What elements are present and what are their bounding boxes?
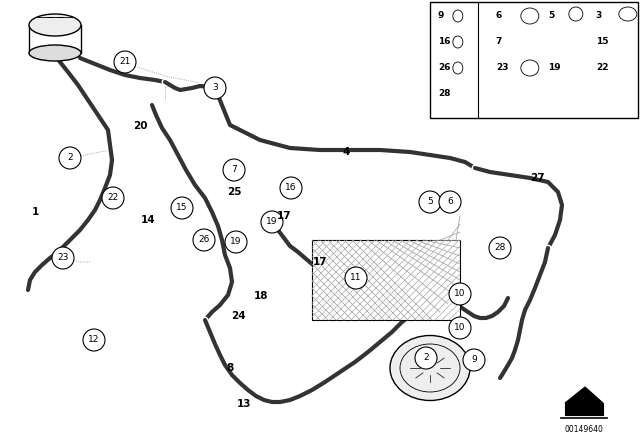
Polygon shape xyxy=(565,387,603,403)
Polygon shape xyxy=(565,403,603,415)
Text: 25: 25 xyxy=(227,187,241,197)
Text: 27: 27 xyxy=(530,173,544,183)
Text: 22: 22 xyxy=(108,194,118,202)
Text: 3: 3 xyxy=(212,83,218,92)
Text: 19: 19 xyxy=(548,64,561,73)
Text: 20: 20 xyxy=(132,121,147,131)
Text: 2: 2 xyxy=(423,353,429,362)
Circle shape xyxy=(59,147,81,169)
Circle shape xyxy=(171,197,193,219)
Circle shape xyxy=(439,191,461,213)
Text: 11: 11 xyxy=(350,273,362,283)
Text: 26: 26 xyxy=(438,64,451,73)
Text: 19: 19 xyxy=(230,237,242,246)
Text: 17: 17 xyxy=(276,211,291,221)
Circle shape xyxy=(463,349,485,371)
Text: 28: 28 xyxy=(438,90,451,99)
Ellipse shape xyxy=(29,45,81,61)
Text: 10: 10 xyxy=(454,289,466,298)
Circle shape xyxy=(449,317,471,339)
Text: 1: 1 xyxy=(31,207,38,217)
Text: 00149640: 00149640 xyxy=(564,425,604,434)
Text: 21: 21 xyxy=(119,57,131,66)
Text: 23: 23 xyxy=(58,254,68,263)
Text: 6: 6 xyxy=(447,198,453,207)
Circle shape xyxy=(52,247,74,269)
Text: 16: 16 xyxy=(285,184,297,193)
Circle shape xyxy=(223,159,245,181)
Circle shape xyxy=(489,237,511,259)
Text: 24: 24 xyxy=(230,311,245,321)
Ellipse shape xyxy=(29,14,81,36)
Text: 13: 13 xyxy=(237,399,252,409)
Text: 5: 5 xyxy=(548,12,554,21)
Text: 7: 7 xyxy=(496,38,502,47)
Circle shape xyxy=(102,187,124,209)
Text: 5: 5 xyxy=(427,198,433,207)
Circle shape xyxy=(449,283,471,305)
Text: 12: 12 xyxy=(88,336,100,345)
Circle shape xyxy=(114,51,136,73)
Text: 9: 9 xyxy=(438,12,444,21)
Bar xyxy=(430,2,638,118)
Text: 8: 8 xyxy=(227,363,234,373)
Text: 3: 3 xyxy=(596,12,602,21)
Text: 16: 16 xyxy=(438,38,451,47)
Circle shape xyxy=(419,191,441,213)
Text: 4: 4 xyxy=(342,147,349,157)
Text: 23: 23 xyxy=(496,64,508,73)
Text: 6: 6 xyxy=(496,12,502,21)
Text: 15: 15 xyxy=(176,203,188,212)
Text: 2: 2 xyxy=(67,154,73,163)
Ellipse shape xyxy=(390,336,470,401)
Text: 9: 9 xyxy=(471,356,477,365)
Circle shape xyxy=(345,267,367,289)
Circle shape xyxy=(415,347,437,369)
Text: 17: 17 xyxy=(313,257,327,267)
Text: 28: 28 xyxy=(494,244,506,253)
Circle shape xyxy=(193,229,215,251)
Text: 18: 18 xyxy=(253,291,268,301)
Text: 15: 15 xyxy=(596,38,609,47)
Text: 22: 22 xyxy=(596,64,609,73)
Text: 14: 14 xyxy=(141,215,156,225)
Circle shape xyxy=(225,231,247,253)
Text: 19: 19 xyxy=(266,217,278,227)
Circle shape xyxy=(83,329,105,351)
Text: 7: 7 xyxy=(231,165,237,175)
Bar xyxy=(312,240,460,320)
Circle shape xyxy=(261,211,283,233)
Text: 10: 10 xyxy=(454,323,466,332)
Text: 26: 26 xyxy=(198,236,210,245)
Circle shape xyxy=(280,177,302,199)
Circle shape xyxy=(204,77,226,99)
